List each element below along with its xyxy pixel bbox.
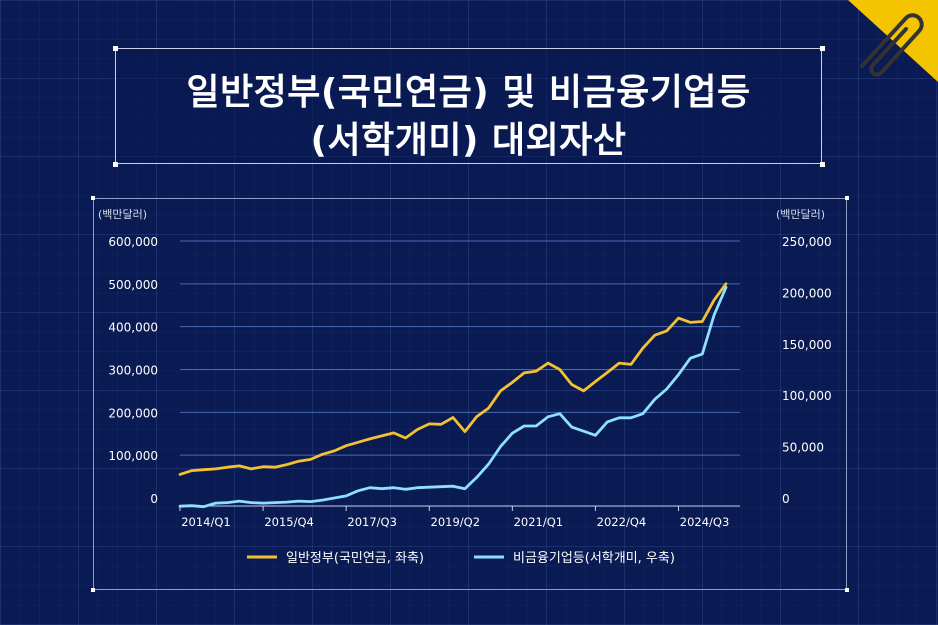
- x-tick-label: 2015/Q4: [264, 515, 314, 529]
- x-tick-label: 2019/Q2: [431, 515, 481, 529]
- chart-corner-marker: [845, 588, 849, 592]
- series-layer: [178, 282, 728, 509]
- page-title-line2: (서학개미) 대외자산: [310, 120, 627, 161]
- right-tick-label: 50,000: [782, 441, 824, 455]
- title-corner-marker: [113, 46, 118, 51]
- x-tick-label: 2014/Q1: [181, 515, 231, 529]
- title-corner-marker: [820, 46, 825, 51]
- series-line-nonfinancial-corporations: [178, 285, 728, 509]
- chart-corner-marker: [91, 588, 95, 592]
- grid-layer: [180, 240, 740, 456]
- title-corner-marker: [820, 162, 825, 167]
- x-tick-label: 2022/Q4: [597, 515, 647, 529]
- title-box: 일반정부(국민연금) 및 비금융기업등 (서학개미) 대외자산: [115, 48, 822, 164]
- chart-corner-marker: [845, 196, 849, 200]
- x-tick-label: 2024/Q3: [680, 515, 730, 529]
- right-tick-label: 150,000: [782, 338, 832, 352]
- page-title-line1: 일반정부(국민연금) 및 비금융기업등: [186, 72, 751, 113]
- left-tick-label: 400,000: [108, 321, 158, 335]
- left-tick-label: 600,000: [108, 235, 158, 249]
- paperclip-icon: [848, 0, 938, 82]
- x-tick-label: 2021/Q1: [514, 515, 564, 529]
- chart-corner-marker: [91, 196, 95, 200]
- right-tick-label: 250,000: [782, 235, 832, 249]
- right-tick-label: 100,000: [782, 389, 832, 403]
- left-tick-label: 300,000: [108, 364, 158, 378]
- right-tick-label: 200,000: [782, 286, 832, 300]
- chart-frame: [93, 198, 847, 590]
- left-tick-label: 100,000: [108, 449, 158, 463]
- legend: 일반정부(국민연금, 좌축) 비금융기업등(서학개미, 우축): [247, 551, 675, 566]
- left-tick-label: 200,000: [108, 406, 158, 420]
- right-tick-label: 0: [782, 492, 790, 506]
- left-tick-label: 500,000: [108, 278, 158, 292]
- left-axis-unit: (백만달러): [98, 208, 147, 221]
- left-tick-label: 0: [150, 492, 158, 506]
- x-tick-label: 2017/Q3: [347, 515, 397, 529]
- right-axis-unit: (백만달러): [776, 208, 825, 221]
- axis-layer: 0 100,000 200,000 300,000 400,000 500,000 600,…: [108, 235, 831, 529]
- title-corner-marker: [113, 162, 118, 167]
- legend-label-right: 비금융기업등(서학개미, 우축): [513, 551, 675, 566]
- series-line-general-government: [178, 282, 728, 476]
- legend-label-left: 일반정부(국민연금, 좌축): [286, 551, 424, 566]
